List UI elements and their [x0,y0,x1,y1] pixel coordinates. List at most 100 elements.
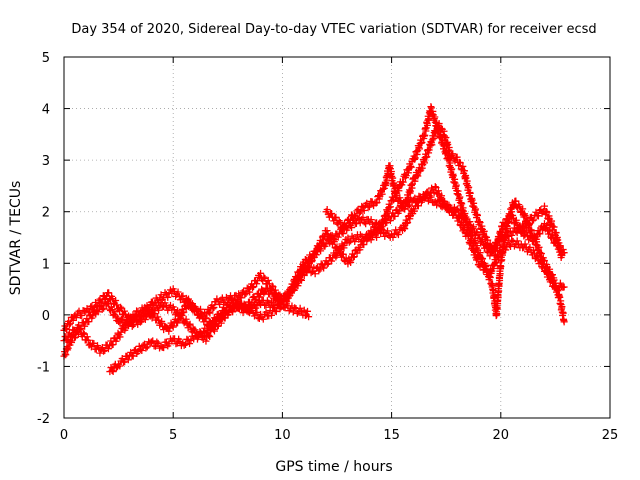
data-point [360,206,368,214]
data-point [410,207,418,215]
data-point [289,285,297,293]
data-point [213,295,221,303]
data-point [346,257,354,265]
data-point [249,283,257,291]
data-point [373,199,381,207]
data-point [532,208,540,216]
data-point [133,307,141,315]
data-point [240,300,248,308]
data-point [191,304,199,312]
data-point [282,293,290,301]
x-tick-label: 10 [274,428,291,443]
data-point [433,201,441,209]
data-point [63,336,71,344]
y-tick-label: 0 [42,309,50,324]
data-point [210,327,218,335]
data-point [128,322,136,330]
data-point [293,309,301,317]
data-point [395,207,403,215]
data-point [386,217,394,225]
tick-labels: 0 5 10 15 20 25 -2 -1 0 1 2 3 4 5 [37,51,618,443]
data-point [516,222,524,230]
x-tick-label: 25 [602,428,619,443]
data-point [422,190,430,198]
data-point [96,349,104,357]
data-point [334,233,342,241]
data-point [549,233,557,241]
data-point [300,262,308,270]
data-point [340,244,348,252]
data-point [248,304,256,312]
data-point [68,331,76,339]
data-point [455,214,463,222]
x-tick-label: 0 [60,428,68,443]
data-point [317,247,325,255]
data-point [430,135,438,143]
data-point [117,315,125,323]
data-point [550,223,558,231]
data-point [534,212,542,220]
data-point [257,290,265,298]
data-point [381,232,389,240]
data-point [512,197,520,205]
data-point [556,279,564,287]
y-tick-label: 3 [42,154,50,169]
data-point [501,220,509,228]
data-point [169,323,177,331]
data-point [121,358,129,366]
data-point [114,314,122,322]
data-point [471,248,479,256]
data-point [326,239,334,247]
x-tick-label: 15 [383,428,400,443]
data-point [449,150,457,158]
data-point [404,169,412,177]
data-point [153,338,161,346]
data-point [211,321,219,329]
data-point [358,202,366,210]
data-point [307,269,315,277]
data-point [442,133,450,141]
data-point [241,291,249,299]
data-point [443,201,451,209]
data-point [210,303,218,311]
data-point [264,276,272,284]
data-point [363,230,371,238]
data-point [406,215,414,223]
data-point [449,172,457,180]
data-point [224,311,232,319]
data-point [198,310,206,318]
data-point [158,317,166,325]
data-point [401,170,409,178]
data-point [474,211,482,219]
data-point [138,347,146,355]
data-point [155,306,163,314]
data-point [396,194,404,202]
data-point [495,252,503,260]
y-tick-label: 5 [42,51,50,66]
data-point [205,308,213,316]
data-point [210,320,218,328]
data-point [160,344,168,352]
data-point [186,320,194,328]
data-point [352,220,360,228]
data-point [136,318,144,326]
data-point [228,295,236,303]
data-point [350,211,358,219]
data-point [101,346,109,354]
data-point [141,316,149,324]
data-point [100,347,108,355]
data-point [259,315,267,323]
data-point [451,208,459,216]
data-point [141,303,149,311]
data-point [65,321,73,329]
data-point [129,352,137,360]
data-point [356,219,364,227]
data-point [116,362,124,370]
data-point [295,276,303,284]
data-point [530,216,538,224]
data-point [94,308,102,316]
data-point [136,345,144,353]
data-point [351,238,359,246]
data-point [442,202,450,210]
data-point [202,315,210,323]
